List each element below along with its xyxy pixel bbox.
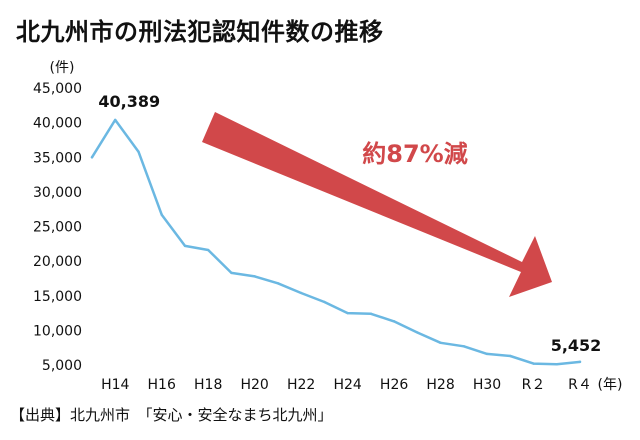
data-point [485,352,489,356]
y-tick-label: 20,000 [33,254,82,270]
peak-label: 40,389 [98,92,160,111]
data-point [253,275,256,278]
data-point [462,345,466,348]
x-tick-label: H30 [473,377,501,393]
data-point [230,271,233,275]
y-tick-label: 25,000 [33,220,82,236]
x-tick-label: H22 [287,377,315,393]
data-point [555,363,558,366]
y-tick-label: 30,000 [33,185,82,201]
data-point [532,362,535,365]
x-tick-label: H18 [194,377,222,393]
data-point [346,311,349,315]
y-tick-label: 45,000 [33,81,82,97]
y-tick-label: 10,000 [33,323,82,339]
x-tick-label: H14 [101,377,129,393]
data-point [299,291,303,295]
x-tick-label: H20 [240,377,268,393]
data-point [369,312,373,315]
x-tick-label: H28 [426,377,454,393]
data-point [276,282,280,285]
data-point [114,118,117,122]
chart-title: 北九州市の刑法犯認知件数の推移 [16,18,384,46]
data-point [392,320,396,323]
data-point [137,150,140,153]
x-tick-label: H16 [148,377,176,393]
decline-arrow [202,112,552,297]
decline-callout: 約87%減 [362,140,467,168]
x-tick-label: R２ [522,377,546,393]
y-axis-label: (件) [50,60,75,76]
data-point [416,331,419,334]
x-tick-label: H26 [380,377,408,393]
data-point [323,300,326,304]
last-value-label: 5,452 [551,336,602,355]
y-tick-label: 15,000 [33,289,82,305]
data-point [183,244,187,248]
source-note: 【出典】北九州市 「安心・安全なまち北九州」 [10,406,333,424]
data-point [439,341,442,345]
y-tick-label: 5,000 [42,358,82,374]
x-tick-label: H24 [333,377,361,393]
data-point [90,156,94,159]
data-point [206,248,210,252]
x-axis-label: (年) [598,377,623,393]
y-tick-label: 40,000 [33,116,82,132]
data-point [578,360,582,364]
series-line [90,118,582,366]
x-tick-label: R４ [568,377,592,393]
y-tick-label: 35,000 [33,150,82,166]
data-point [160,213,163,216]
data-point [509,354,512,358]
